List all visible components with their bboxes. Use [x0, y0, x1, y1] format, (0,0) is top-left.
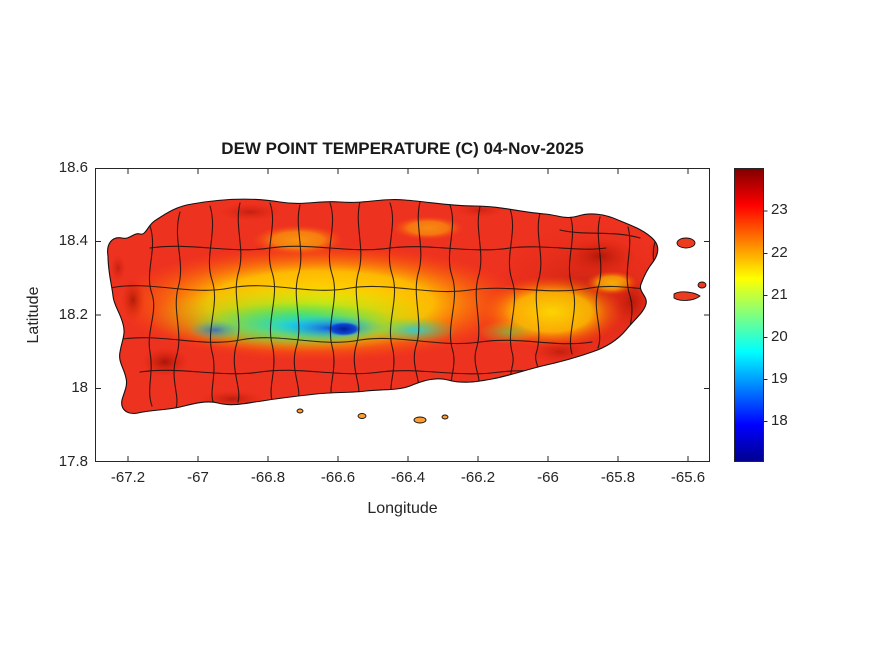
municipality-boundaries — [109, 201, 658, 409]
puerto-rico-heatmap — [107, 198, 707, 424]
y-tick-label: 18.4 — [58, 232, 88, 249]
x-tick-label: -66 — [537, 469, 559, 486]
axes-box — [95, 168, 710, 462]
y-tick-label: 17.8 — [58, 453, 88, 470]
x-tick-label: -65.6 — [670, 469, 706, 486]
colorbar — [734, 168, 768, 462]
x-tick-label: -66.2 — [460, 469, 496, 486]
x-tick-label: -67.2 — [110, 469, 146, 486]
colorbar-tick-label: 22 — [771, 244, 788, 261]
tick-marks — [95, 168, 710, 462]
y-tick-label: 18.2 — [58, 306, 88, 323]
offshore-islands — [296, 237, 707, 424]
y-tick-label: 18.6 — [58, 159, 88, 176]
x-axis-label: Longitude — [367, 500, 438, 517]
x-tick-label: -65.8 — [600, 469, 636, 486]
y-tick-label: 18 — [71, 379, 88, 396]
coastline-outline — [107, 198, 659, 414]
chart-title: DEW POINT TEMPERATURE (C) 04-Nov-2025 — [221, 139, 584, 158]
colorbar-tick-label: 21 — [771, 286, 788, 303]
colorbar-tick-label: 23 — [771, 201, 788, 218]
colorbar-tick-marks — [763, 210, 768, 422]
x-tick-label: -66.4 — [390, 469, 426, 486]
x-tick-label: -66.8 — [250, 469, 286, 486]
x-tick-label: -66.6 — [320, 469, 356, 486]
colorbar-gradient — [734, 168, 764, 462]
x-tick-label: -67 — [187, 469, 209, 486]
colorbar-tick-label: 20 — [771, 328, 788, 345]
colorbar-tick-label: 18 — [771, 412, 788, 429]
colorbar-tick-label: 19 — [771, 370, 788, 387]
